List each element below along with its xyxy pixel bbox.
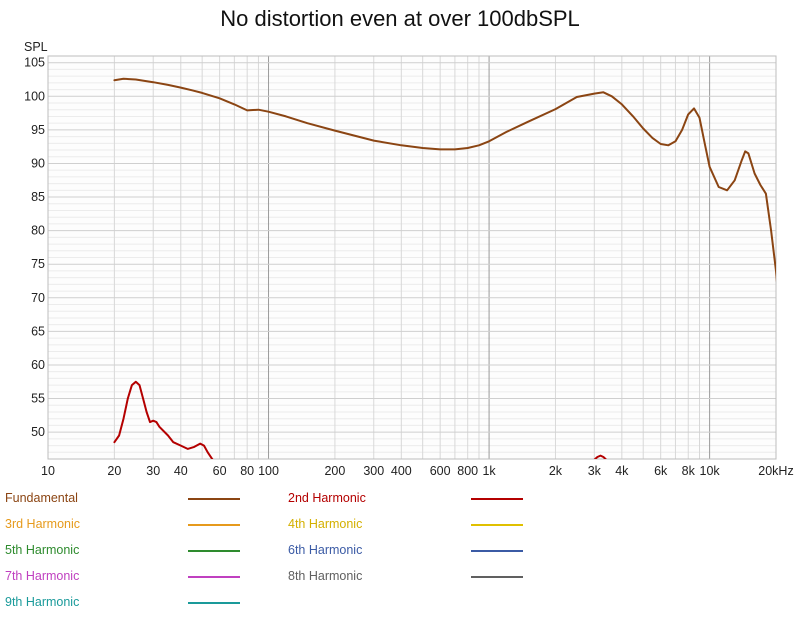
- y-tick-label: 75: [31, 257, 45, 271]
- y-tick-label: 55: [31, 392, 45, 406]
- plot-border: [47, 55, 777, 460]
- x-tick-label: 2k: [549, 464, 563, 478]
- x-tick-label: 6k: [654, 464, 668, 478]
- x-tick-label: 40: [174, 464, 188, 478]
- x-tick-label: 10k: [700, 464, 721, 478]
- x-tick-label: 800: [457, 464, 478, 478]
- x-tick-label: 1k: [482, 464, 496, 478]
- y-tick-label: 100: [24, 89, 45, 103]
- y-tick-label: 105: [24, 56, 45, 70]
- x-tick-label: 8k: [682, 464, 696, 478]
- x-tick-label: 30: [146, 464, 160, 478]
- y-axis-label: SPL: [24, 40, 48, 54]
- y-tick-label: 85: [31, 190, 45, 204]
- x-tick-label: 80: [240, 464, 254, 478]
- series-line-2nd-harmonic: [113, 380, 214, 459]
- chart-title: No distortion even at over 100dbSPL: [220, 6, 580, 31]
- y-tick-label: 95: [31, 123, 45, 137]
- y-tick-label: 80: [31, 224, 45, 238]
- y-tick-label: 65: [31, 324, 45, 338]
- series-group: [113, 77, 776, 459]
- series-line-fundamental: [113, 77, 776, 283]
- x-tick-label: 400: [391, 464, 412, 478]
- x-tick-label: 20kHz: [758, 464, 793, 478]
- x-tick-label: 3k: [588, 464, 602, 478]
- series-line-2nd-harmonic: [593, 454, 608, 459]
- y-tick-label: 70: [31, 291, 45, 305]
- y-tick-label: 50: [31, 425, 45, 439]
- x-tick-label: 20: [107, 464, 121, 478]
- x-tick-label: 60: [213, 464, 227, 478]
- x-tick-label: 300: [363, 464, 384, 478]
- x-tick-label: 200: [324, 464, 345, 478]
- x-tick-label: 100: [258, 464, 279, 478]
- y-tick-label: 90: [31, 156, 45, 170]
- x-tick-label: 600: [430, 464, 451, 478]
- y-tick-label: 60: [31, 358, 45, 372]
- x-tick-label: 10: [41, 464, 55, 478]
- x-tick-label: 4k: [615, 464, 629, 478]
